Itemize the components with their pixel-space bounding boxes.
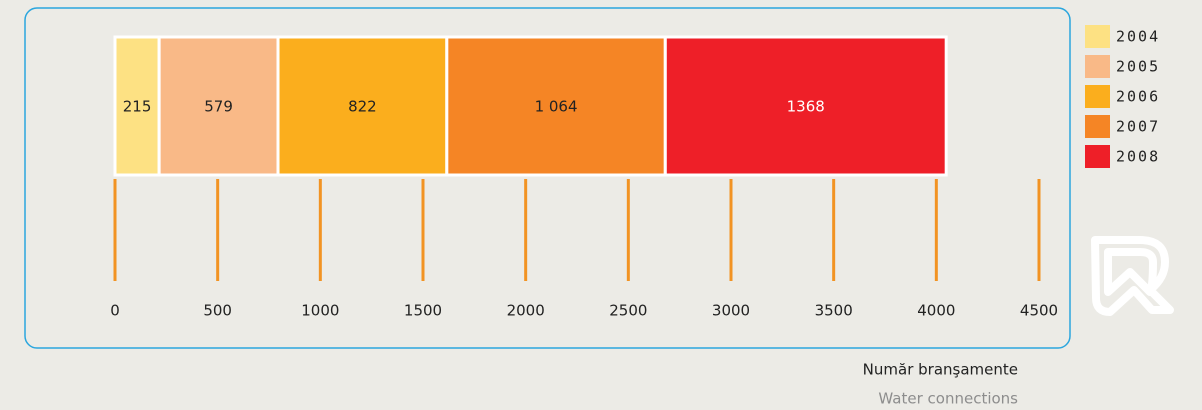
- legend-label: 2005: [1116, 58, 1160, 76]
- x-tick-label: 4500: [1020, 302, 1058, 320]
- data-label: 822: [348, 98, 377, 116]
- bar-segment: [663, 35, 948, 177]
- x-tick-label: 500: [203, 302, 232, 320]
- data-label: 215: [123, 98, 152, 116]
- legend-label: 2004: [1116, 28, 1160, 46]
- x-tick-label: 3000: [712, 302, 750, 320]
- data-label: 1 064: [535, 98, 578, 116]
- data-label: 1368: [787, 98, 825, 116]
- legend-label: 2008: [1116, 148, 1160, 166]
- x-tick-label: 3500: [815, 302, 853, 320]
- x-tick-label: 2000: [507, 302, 545, 320]
- x-tick-label: 2500: [609, 302, 647, 320]
- legend-swatch: [1085, 85, 1110, 108]
- x-tick-label: 4000: [917, 302, 955, 320]
- legend-label: 2007: [1116, 118, 1160, 136]
- bar-segment: [445, 35, 667, 177]
- legend-swatch: [1085, 145, 1110, 168]
- legend-swatch: [1085, 55, 1110, 78]
- legend-label: 2006: [1116, 88, 1160, 106]
- bar-segment: [157, 35, 280, 177]
- logo-arrow: [1091, 236, 1174, 316]
- x-tick-label: 1500: [404, 302, 442, 320]
- x-tick-label: 1000: [301, 302, 339, 320]
- data-label: 579: [204, 98, 233, 116]
- legend-swatch: [1085, 115, 1110, 138]
- x-tick-label: 0: [110, 302, 120, 320]
- axis-label: Număr branşamente: [863, 361, 1018, 379]
- legend-swatch: [1085, 25, 1110, 48]
- axis-label-en: Water connections: [878, 390, 1018, 408]
- bar-segment: [276, 35, 449, 177]
